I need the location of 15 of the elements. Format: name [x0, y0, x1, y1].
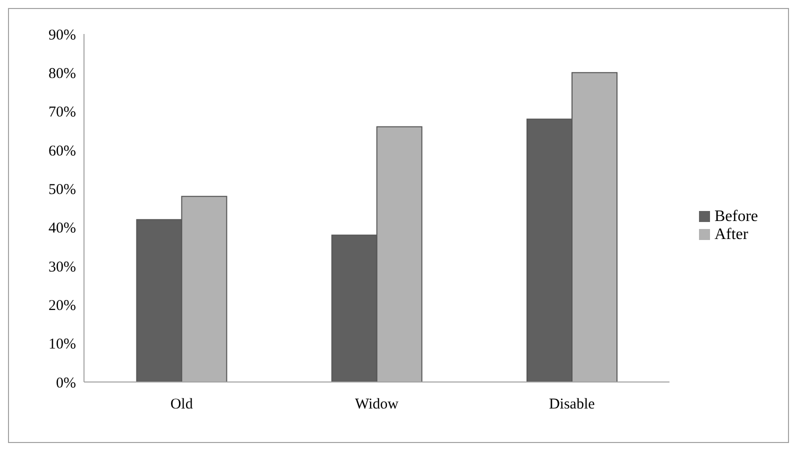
y-tick-label: 0% — [56, 375, 76, 392]
y-tick-label: 50% — [48, 182, 76, 198]
x-tick-label: Disable — [548, 396, 596, 413]
y-tick-label: 60% — [48, 143, 76, 160]
y-tick-label: 70% — [48, 104, 76, 121]
y-tick-label: 40% — [48, 220, 76, 237]
y-tick-label: 80% — [48, 66, 76, 82]
y-tick-label: 30% — [48, 259, 76, 276]
y-tick-label: 20% — [48, 298, 76, 314]
x-tick-label: Old — [170, 396, 194, 413]
y-tick-label: 10% — [48, 336, 76, 353]
x-tick-label: Widow — [354, 396, 399, 413]
legend-label: After — [714, 226, 748, 242]
legend-label: Before — [714, 208, 758, 224]
y-tick-label: 90% — [48, 27, 76, 44]
